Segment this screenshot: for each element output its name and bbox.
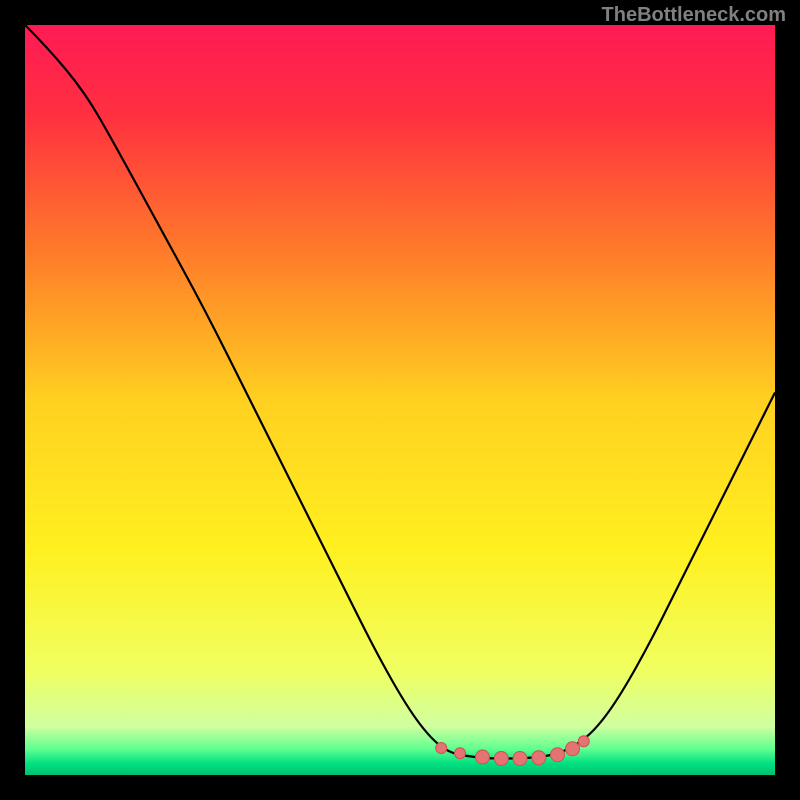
curve-marker [476,750,490,764]
curve-marker [455,748,466,759]
bottleneck-curve-chart [25,25,775,775]
curve-marker [578,736,589,747]
watermark-text: TheBottleneck.com [602,4,786,27]
curve-marker [436,743,447,754]
curve-marker [513,752,527,766]
chart-plot-area [25,25,775,775]
curve-marker [532,751,546,765]
curve-marker [494,752,508,766]
curve-marker [551,748,565,762]
gradient-background [25,25,775,775]
curve-marker [566,742,580,756]
